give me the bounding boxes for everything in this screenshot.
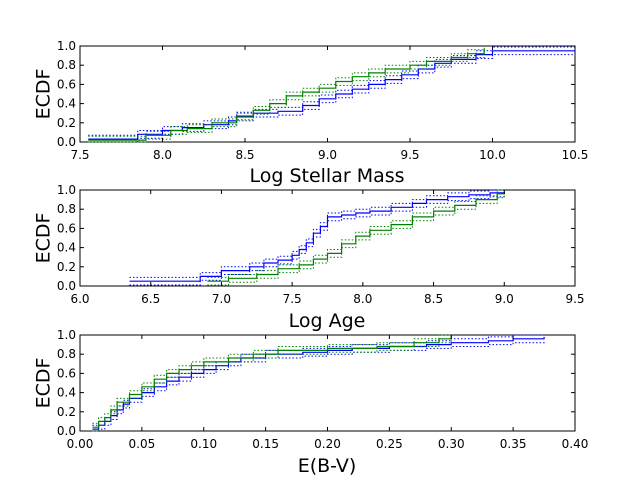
panel-log-age: 6.0 6.5 7.0 7.5 8.0 8.5 9.0 9.5 0.0 0.2 0.4 0.6 0.8 1…: [33, 183, 585, 332]
x-tick-label: 6.5: [141, 292, 160, 306]
x-tick-label: 0.05: [129, 437, 156, 451]
y-tick-label: 0.0: [57, 424, 76, 438]
plot-frame: [79, 189, 576, 287]
x-tick-label: 7.0: [212, 292, 231, 306]
x-axis-label: Log Age: [289, 310, 366, 332]
x-axis-label: E(B-V): [298, 455, 357, 477]
ecdf-band-green-lower: [88, 52, 485, 143]
x-tick-label: 8.0: [153, 148, 172, 162]
y-tick-label: 0.8: [57, 58, 76, 72]
y-axis-label: ECDF: [33, 213, 55, 264]
x-tick-label: 0.20: [314, 437, 341, 451]
y-tick-label: 0.4: [57, 241, 76, 255]
x-tick-label: 8.5: [235, 148, 254, 162]
x-tick-label: 7.5: [70, 148, 89, 162]
y-tick-label: 0.4: [57, 386, 76, 400]
x-tick-label: 8.5: [424, 292, 443, 306]
ecdf-band-blue-lower: [88, 54, 575, 143]
ecdf-line-green: [92, 335, 452, 428]
series-layer: [92, 334, 545, 432]
x-tick-label: 7.5: [283, 292, 302, 306]
ecdf-line-green: [207, 191, 505, 282]
x-tick-label: 0.00: [67, 437, 94, 451]
y-axis-label: ECDF: [33, 69, 55, 120]
series-layer: [88, 46, 575, 143]
y-tick-label: 0.6: [57, 77, 76, 91]
x-tick-label: 0.40: [562, 437, 589, 451]
y-tick-label: 1.0: [57, 183, 76, 197]
y-tick-label: 0.6: [57, 366, 76, 380]
y-tick-label: 0.2: [57, 405, 76, 419]
y-tick-label: 0.8: [57, 347, 76, 361]
x-axis-label: Log Stellar Mass: [249, 165, 404, 187]
x-tick-label: 10.0: [479, 148, 506, 162]
x-tick-label: 9.0: [318, 148, 337, 162]
ecdf-band-green-lower: [92, 338, 452, 432]
x-tick-label: 10.5: [562, 148, 589, 162]
ecdf-band-blue-lower: [129, 195, 505, 286]
ecdf-line-blue: [129, 191, 505, 282]
x-tick-label: 8.0: [353, 292, 372, 306]
y-tick-label: 0.8: [57, 202, 76, 216]
panel-stellar-mass: 7.5 8.0 8.5 9.0 9.5 10.0 10.5 0.0 0.2 0.4 0.6 0.8 1.…: [33, 39, 589, 187]
panel-ebv: 0.00 0.05 0.10 0.15 0.20 0.25 0.30 0.35 0.40 0.0 0…: [33, 328, 589, 477]
x-tick-label: 6.0: [70, 292, 89, 306]
y-tick-label: 1.0: [57, 328, 76, 342]
ecdf-line-blue: [92, 336, 545, 430]
x-tick-label: 9.5: [565, 292, 584, 306]
ecdf-line-blue: [88, 50, 575, 140]
y-tick-label: 0.4: [57, 97, 76, 111]
x-tick-label: 0.15: [252, 437, 279, 451]
ecdf-band-blue-upper: [129, 189, 505, 278]
tick-layer: 0.00 0.05 0.10 0.15 0.20 0.25 0.30 0.35 0.40 0.0 0…: [57, 328, 588, 451]
y-axis-label: ECDF: [33, 358, 55, 409]
y-tick-label: 0.0: [57, 279, 76, 293]
y-tick-label: 1.0: [57, 39, 76, 53]
y-tick-label: 0.0: [57, 135, 76, 149]
y-tick-label: 0.6: [57, 221, 76, 235]
x-tick-label: 0.35: [500, 437, 527, 451]
x-tick-label: 9.5: [400, 148, 419, 162]
series-layer: [129, 189, 505, 286]
x-tick-label: 0.30: [438, 437, 465, 451]
x-tick-label: 0.25: [376, 437, 403, 451]
y-tick-label: 0.2: [57, 260, 76, 274]
ecdf-band-blue-upper: [88, 46, 575, 136]
y-tick-label: 0.2: [57, 116, 76, 130]
tick-layer: 6.0 6.5 7.0 7.5 8.0 8.5 9.0 9.5 0.0 0.2 0.4 0.6 0.8 1…: [57, 183, 585, 306]
tick-layer: 7.5 8.0 8.5 9.0 9.5 10.0 10.5 0.0 0.2 0.4 0.6 0.8 1.…: [57, 39, 588, 162]
ecdf-line-green: [88, 48, 485, 141]
x-tick-label: 9.0: [495, 292, 514, 306]
x-tick-label: 0.10: [190, 437, 217, 451]
